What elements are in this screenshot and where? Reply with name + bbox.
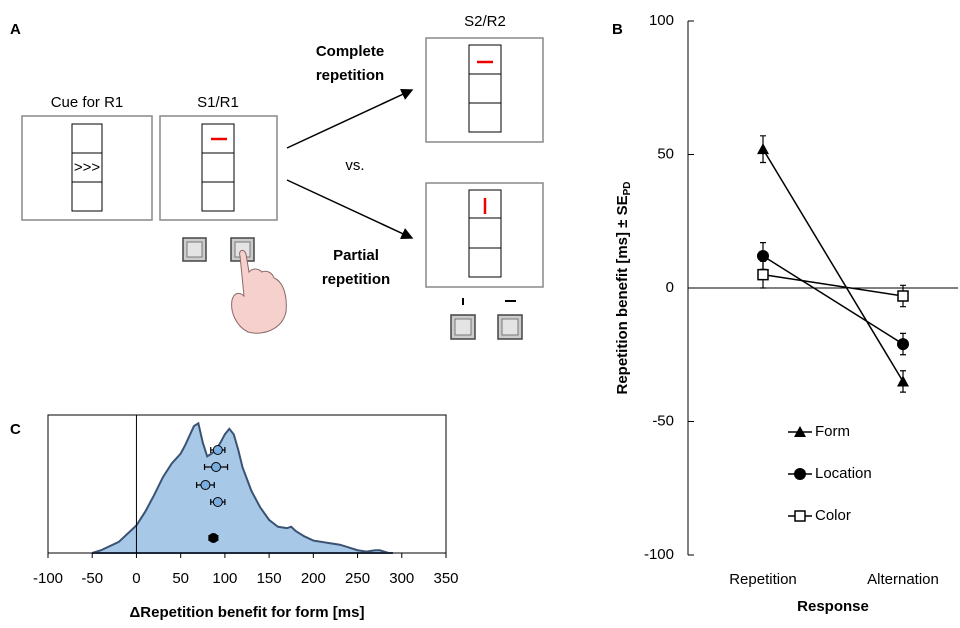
arrow [286, 179, 414, 240]
complete-label: repetition [316, 67, 384, 84]
point [211, 462, 222, 472]
marker [757, 249, 769, 262]
y-tick-label: -50 [652, 412, 674, 429]
button-face [501, 318, 519, 336]
series-line [762, 148, 904, 382]
marker [897, 338, 909, 351]
plot-frame [47, 414, 447, 554]
panel-label: C [10, 421, 21, 438]
point [208, 533, 219, 543]
legend-label: Form [815, 423, 850, 440]
x-tick-label: -50 [81, 570, 103, 587]
panel-label: B [612, 21, 623, 38]
x-tick-label: 350 [433, 570, 458, 587]
stimulus-column [468, 44, 502, 133]
panel-label: A [10, 21, 21, 38]
legend-marker [794, 426, 806, 437]
x-tick-label: 100 [212, 570, 237, 587]
x-tick-label: 250 [345, 570, 370, 587]
button-face [454, 318, 472, 336]
panel-a: A Cue for R1 >>> S1/R1 vs. Complete repe… [10, 13, 544, 340]
density-area [91, 421, 393, 554]
marker [897, 375, 909, 387]
y-tick-label: 100 [649, 12, 674, 29]
marker [757, 268, 769, 281]
x-tick-label: 150 [257, 570, 282, 587]
point [212, 445, 223, 455]
x-tick-label: 0 [132, 570, 140, 587]
x-tick-label: Alternation [867, 571, 939, 588]
marker [757, 143, 769, 155]
complete-label: Complete [316, 43, 384, 60]
y-tick-label: 50 [657, 145, 674, 162]
point [212, 497, 223, 507]
x-tick-label: 300 [389, 570, 414, 587]
cue-label: Cue for R1 [51, 94, 124, 111]
stimulus-column [71, 123, 103, 212]
panel-b: B 100 50 0 -50 -100 Repetition Alternation Respo… [612, 12, 958, 615]
partial-label: Partial [333, 247, 379, 264]
partial-label: repetition [322, 271, 390, 288]
x-tick-label: -100 [33, 570, 63, 587]
hand-icon [231, 249, 287, 334]
series-line [762, 273, 904, 297]
series-line [762, 255, 904, 345]
s2-label: S2/R2 [464, 13, 506, 30]
y-axis-label: Repetition benefit [ms] ± SEPD [614, 182, 633, 395]
cue-symbol: >>> [74, 159, 101, 176]
s1-label: S1/R1 [197, 94, 239, 111]
legend-label: Color [815, 507, 851, 524]
x-tick-label: Repetition [729, 571, 797, 588]
versus: vs. [345, 157, 364, 174]
marker [897, 290, 909, 302]
x-tick-label: 200 [301, 570, 326, 587]
y-axis-label-main: Repetition benefit [ms] ± SE [614, 195, 631, 394]
x-axis-label: ΔRepetition benefit for form [ms] [130, 604, 365, 621]
arrow [286, 88, 414, 149]
legend-marker [794, 510, 806, 522]
y-axis-label-sub: PD [622, 182, 633, 196]
y-tick-label: -100 [644, 546, 674, 563]
stimulus-column [201, 123, 235, 212]
x-tick-label: 50 [172, 570, 189, 587]
panel-c: C -100 -50 0 50 100 150 200 250 300 350 ΔRepetition… [10, 414, 459, 621]
button-face [186, 241, 203, 258]
x-axis-label: Response [797, 598, 869, 615]
legend-label: Location [815, 465, 872, 482]
y-tick-label: 0 [666, 279, 674, 296]
legend-marker [794, 468, 806, 480]
point [200, 480, 211, 490]
